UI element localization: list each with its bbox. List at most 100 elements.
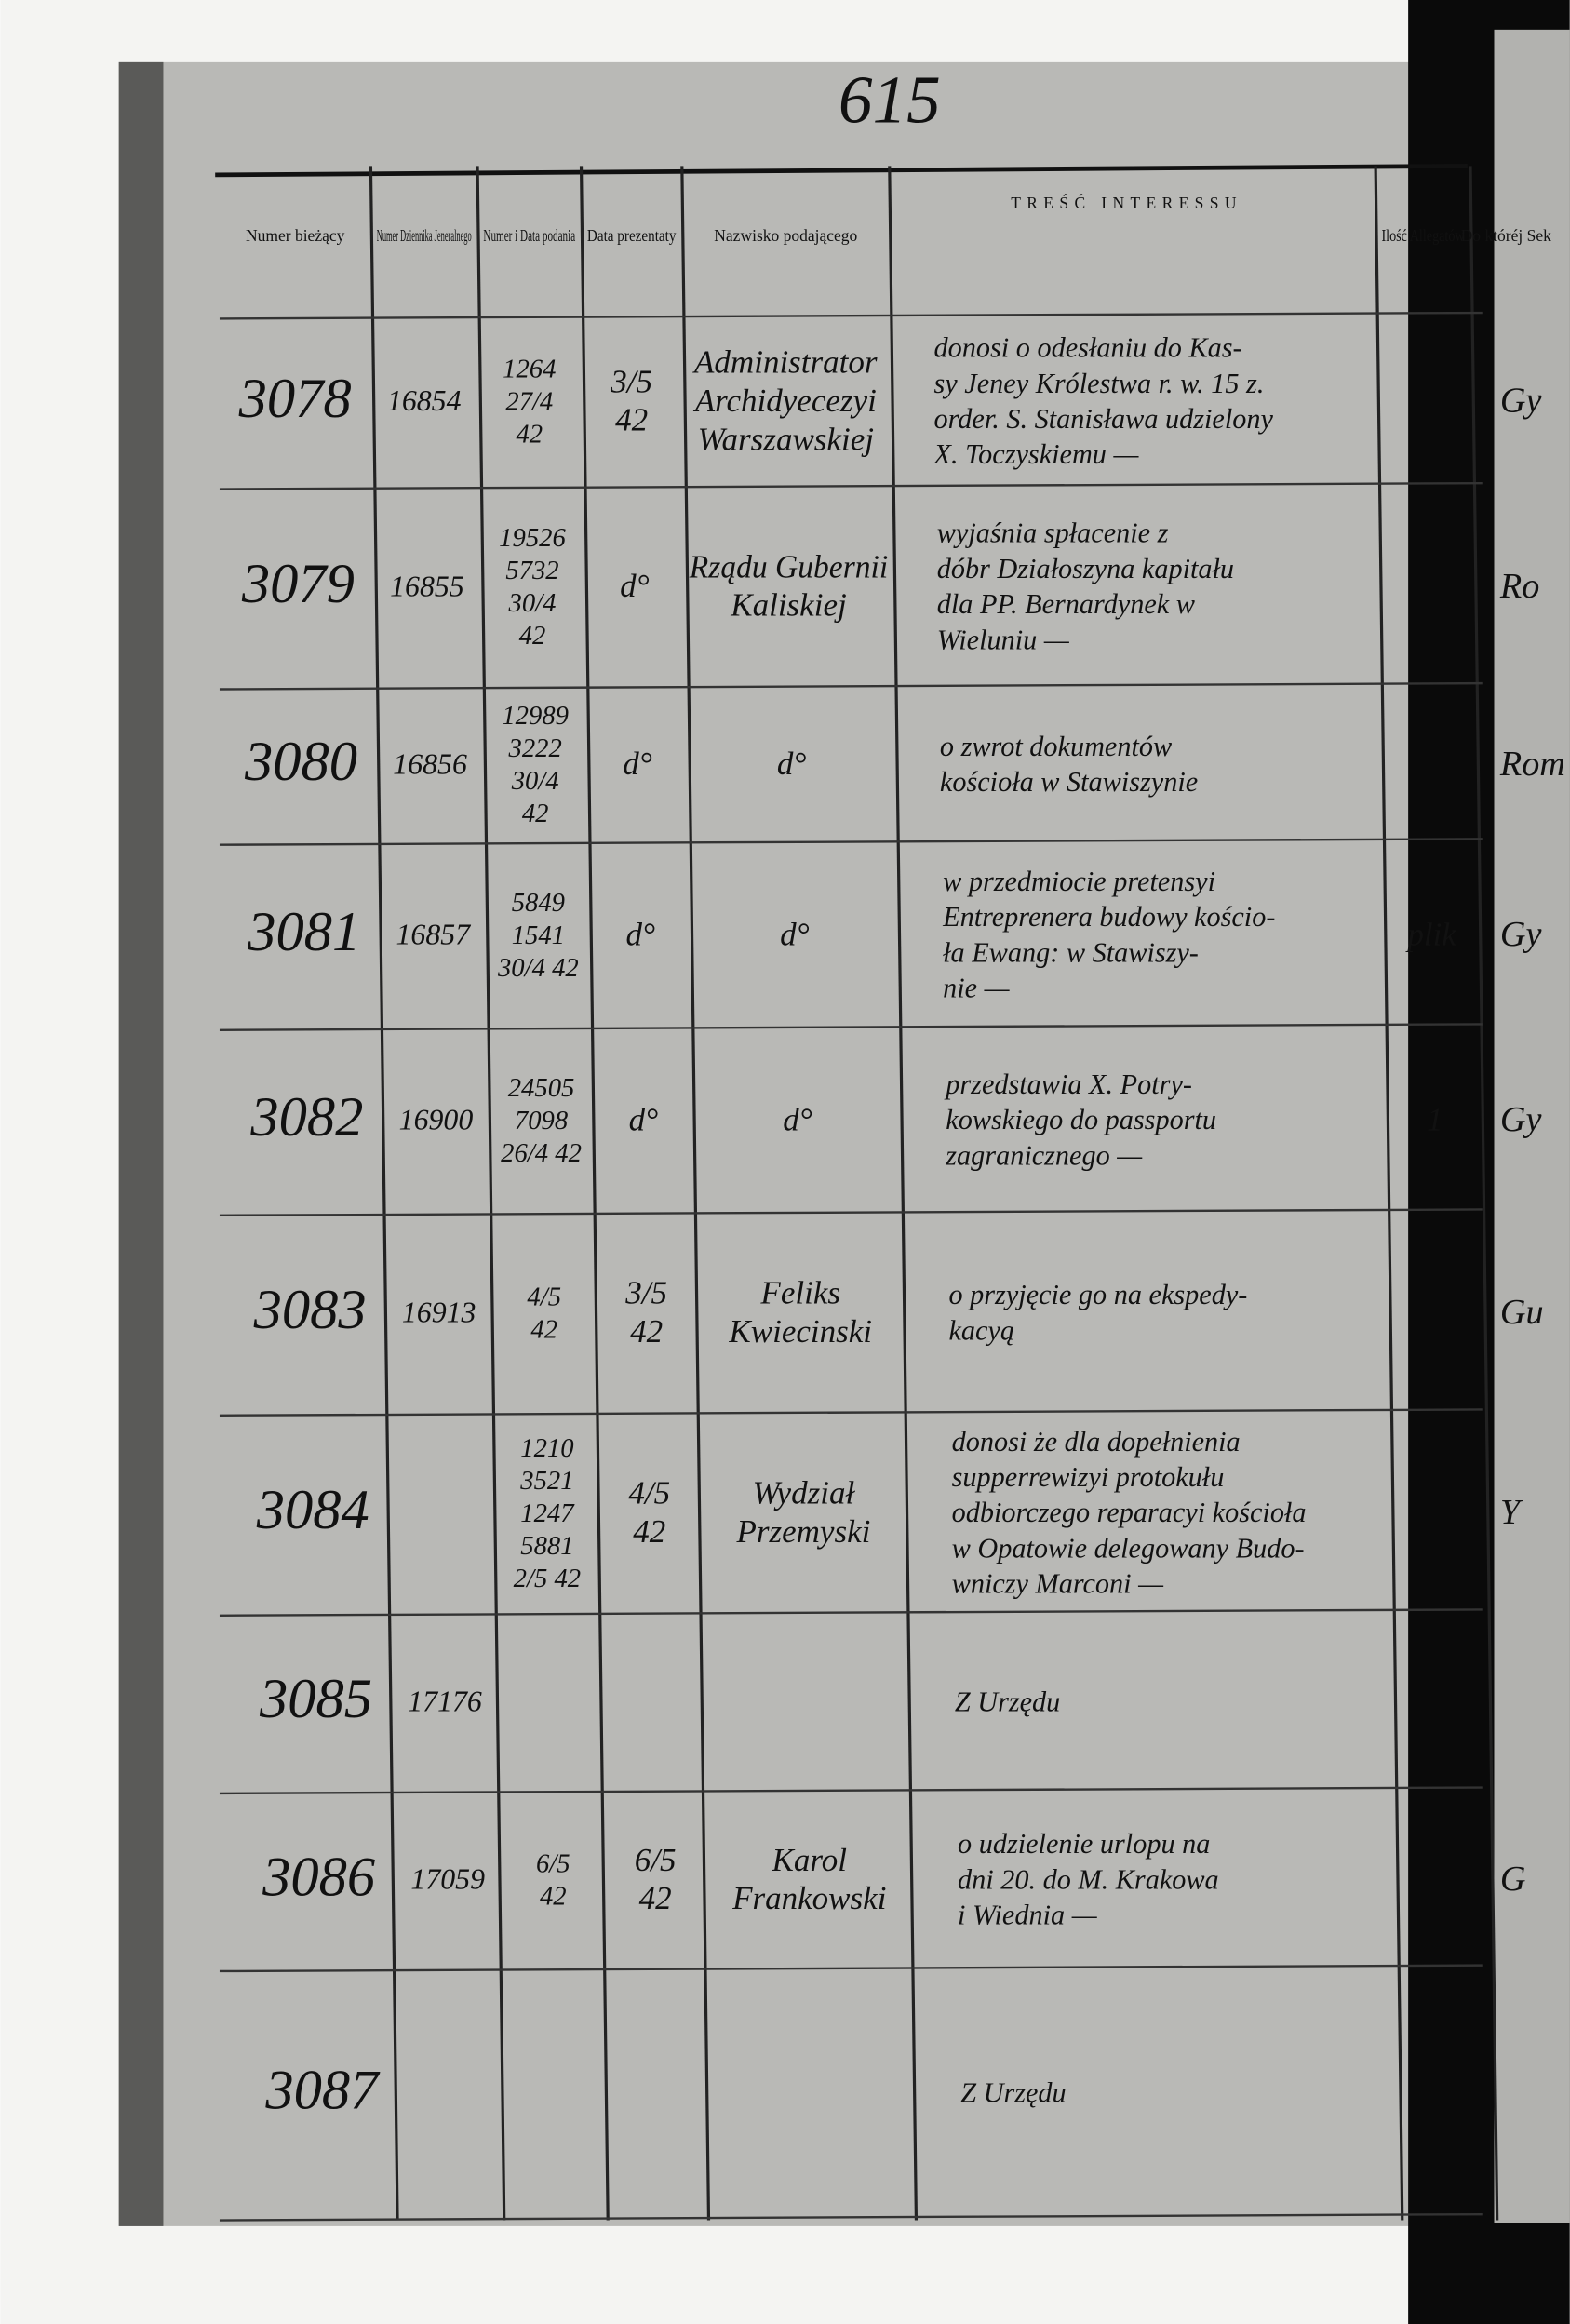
section-text: Gy xyxy=(1500,915,1542,954)
petitioner-text: d° xyxy=(783,1101,812,1137)
column-header: TREŚĆ INTERESSU xyxy=(1011,194,1242,212)
journal-text: 17059 xyxy=(410,1863,485,1896)
petitioner-text: Administrator xyxy=(692,344,878,381)
petition-text: 30/4 42 xyxy=(497,953,579,983)
content-text: Entreprenera budowy kościo- xyxy=(942,901,1275,933)
content-text: sy Jeney Królestwa r. w. 15 z. xyxy=(934,368,1265,399)
content-text: dni 20. do M. Krakowa xyxy=(958,1863,1219,1895)
section-text: Gy xyxy=(1500,1100,1542,1139)
petitioner-text: Archidyecezyi xyxy=(693,383,877,419)
content-text: kowskiego do passportu xyxy=(946,1104,1216,1135)
content-text: supperrewizyi protokułu xyxy=(952,1461,1225,1493)
petitioner-text: Frankowski xyxy=(731,1880,886,1916)
petition-text: 1264 xyxy=(503,354,556,383)
content-text: order. S. Stanisława udzielony xyxy=(934,403,1274,435)
petitioner-text: Karol xyxy=(772,1842,847,1878)
paper-edge xyxy=(118,61,164,2226)
header-rule xyxy=(215,163,1468,178)
paper xyxy=(118,61,1483,2226)
content-text: nie — xyxy=(943,973,1011,1004)
content-text: i Wiednia — xyxy=(958,1900,1098,1931)
presentation-text: 42 xyxy=(630,1313,663,1350)
presentation-text: 42 xyxy=(633,1513,665,1550)
number-text: 3086 xyxy=(262,1846,375,1908)
content-text: Z Urzędu xyxy=(960,2077,1066,2109)
content-text: dla PP. Bernardynek w xyxy=(937,588,1195,620)
petitioner-text: Rządu Gubernii xyxy=(689,548,888,584)
petition-text: 42 xyxy=(530,1314,557,1344)
petition-text: 5881 xyxy=(520,1531,573,1561)
content-text: wyjaśnia spłacenie z xyxy=(937,517,1169,549)
content-text: wniczy Marconi — xyxy=(952,1568,1165,1600)
presentation-text: 42 xyxy=(639,1880,672,1916)
row-rule xyxy=(219,1023,1483,1031)
content-text: w Opatowie delegowany Budo- xyxy=(952,1532,1305,1564)
presentation-text: d° xyxy=(623,746,652,782)
section-text: Y xyxy=(1500,1493,1523,1532)
row-rule xyxy=(219,1408,1483,1417)
petition-text: 30/4 xyxy=(508,588,557,618)
content-text: ła Ewang: w Stawiszy- xyxy=(943,936,1199,968)
content-text: Wieluniu — xyxy=(937,624,1070,655)
petition-text: 4/5 xyxy=(527,1282,561,1311)
section-text: Ro xyxy=(1499,567,1539,606)
petition-text: 3222 xyxy=(508,733,562,763)
number-text: 3087 xyxy=(264,2060,381,2122)
petition-text: 42 xyxy=(522,799,549,828)
row-rule xyxy=(219,1208,1483,1217)
column-header: Numer Dziennika Jeneralnego xyxy=(377,226,472,245)
row-rule xyxy=(219,1608,1483,1617)
petition-text: 5849 xyxy=(512,888,565,918)
number-text: 3082 xyxy=(249,1086,363,1149)
column-header: Numer i Data podania xyxy=(483,226,575,245)
row-rule xyxy=(219,1964,1483,1973)
petition-text: 12989 xyxy=(502,701,569,731)
presentation-text: 6/5 xyxy=(635,1842,677,1878)
content-text: o przyjęcie go na ekspedy- xyxy=(948,1279,1247,1310)
petition-text: 1247 xyxy=(520,1498,575,1528)
table-content: Numer bieżący Numer Dziennika Jeneralnego… xyxy=(238,194,1565,2122)
number-text: 3083 xyxy=(253,1279,367,1341)
number-text: 3085 xyxy=(259,1668,372,1730)
petition-text: 1210 xyxy=(520,1433,573,1463)
row-rule xyxy=(219,311,1483,320)
content-text: w przedmiocie pretensyi xyxy=(943,866,1215,897)
allegata-text: 1 xyxy=(1427,1101,1443,1137)
petitioner-text: Kaliskiej xyxy=(730,587,847,624)
petition-text: 2/5 42 xyxy=(514,1564,581,1593)
petition-text: 30/4 xyxy=(511,766,559,796)
content-text: donosi że dla dopełnienia xyxy=(952,1426,1241,1458)
column-rule xyxy=(1374,166,1404,2221)
content-text: X. Toczyskiemu — xyxy=(933,438,1140,470)
row-rule xyxy=(219,838,1483,846)
journal-text: 16855 xyxy=(390,570,464,602)
content-text: donosi o odesłaniu do Kas- xyxy=(934,332,1242,364)
petition-text: 27/4 xyxy=(505,387,553,417)
page-number: 615 xyxy=(839,61,941,137)
content-text: zagranicznego — xyxy=(945,1139,1143,1171)
row-rule xyxy=(219,2212,1483,2222)
column-rule xyxy=(1469,166,1499,2221)
petition-text: 19526 xyxy=(499,523,566,553)
grid xyxy=(219,166,1499,2222)
petition-text: 42 xyxy=(519,621,546,651)
column-header: Data prezentaty xyxy=(587,226,677,245)
content-text: przedstawia X. Potry- xyxy=(944,1068,1192,1100)
petitioner-text: Warszawskiej xyxy=(698,421,874,457)
petition-text: 6/5 xyxy=(536,1849,570,1879)
presentation-text: 42 xyxy=(615,402,648,438)
petition-text: 42 xyxy=(516,420,543,450)
petition-text: 7098 xyxy=(515,1106,568,1135)
content-text: o udzielenie urlopu na xyxy=(958,1828,1210,1860)
row-rule xyxy=(219,681,1483,691)
petitioner-text: d° xyxy=(777,746,807,782)
section-text: Rom xyxy=(1499,745,1565,784)
next-page xyxy=(1494,29,1570,2223)
column-rule xyxy=(579,166,610,2221)
row-rule xyxy=(219,481,1483,490)
journal-text: 16854 xyxy=(387,384,462,417)
column-rule xyxy=(369,166,399,2221)
petition-text: 1541 xyxy=(512,920,565,950)
presentation-text: d° xyxy=(620,568,650,604)
petitioner-text: d° xyxy=(780,916,810,952)
